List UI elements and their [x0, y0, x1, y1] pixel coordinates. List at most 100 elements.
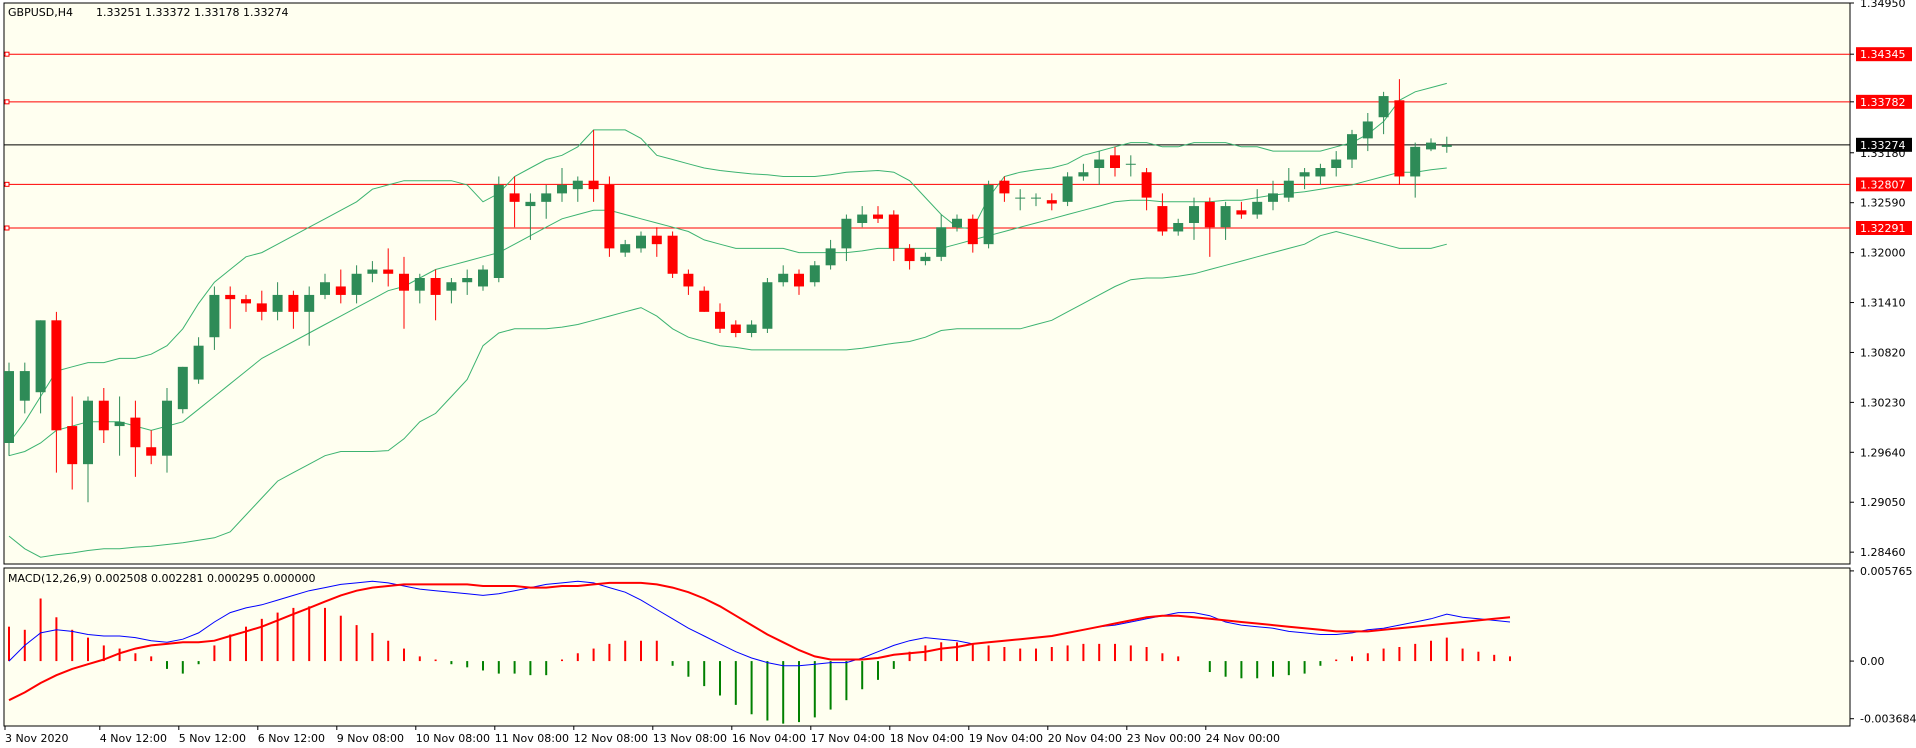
candle [588, 129, 599, 202]
candle-body [1394, 100, 1405, 177]
candle-body [304, 294, 315, 312]
candle [920, 252, 931, 266]
candle [1015, 189, 1026, 211]
candle [509, 176, 520, 228]
candle [1236, 201, 1247, 219]
time-tick-label: 5 Nov 12:00 [179, 732, 246, 745]
level-tag [1856, 94, 1912, 109]
candle [430, 269, 441, 321]
candle-body [383, 269, 394, 274]
candle-body [256, 303, 267, 312]
level-anchor [4, 99, 10, 105]
candle [1362, 113, 1373, 152]
candle-body [1078, 172, 1089, 177]
candle [1094, 151, 1105, 185]
candle [1125, 155, 1136, 177]
candle [1441, 136, 1452, 153]
candle [304, 286, 315, 346]
candle [383, 248, 394, 287]
signal-line [8, 581, 1511, 702]
candle [557, 168, 567, 202]
candle [146, 430, 157, 465]
macd-pane [3, 567, 1851, 727]
level-label: 1.32807 [1860, 178, 1906, 191]
candle-body [825, 248, 836, 266]
candle [209, 286, 220, 350]
candle-body [1410, 146, 1421, 177]
macd-line [8, 580, 1511, 667]
candle-body [525, 201, 536, 207]
candle-body [999, 180, 1010, 194]
time-axis: 3 Nov 2020 4 Nov 12:00 5 Nov 12:00 6 Nov 12… [4, 726, 1280, 745]
candle-body [1204, 201, 1215, 228]
price-tick-label: 1.29050 [1860, 496, 1906, 509]
candle-body [604, 184, 615, 249]
candle [730, 320, 741, 338]
bollinger-lower [8, 230, 1447, 558]
candle [367, 261, 378, 283]
candle-body [841, 218, 852, 249]
candle [873, 206, 883, 223]
time-tick-label: 20 Nov 04:00 [1048, 732, 1122, 745]
candle [335, 269, 346, 304]
candle [667, 231, 678, 278]
candle-body [209, 294, 220, 338]
candle [1252, 189, 1263, 219]
candle [478, 265, 488, 291]
candle-body [241, 299, 251, 304]
candle-body [1173, 223, 1184, 232]
candle-body [1189, 206, 1199, 223]
time-tick-label: 16 Nov 04:00 [732, 732, 806, 745]
candle [888, 210, 899, 262]
candle-body [162, 400, 172, 456]
candle-body [1157, 206, 1168, 232]
candle-body [351, 273, 362, 295]
candle [1062, 172, 1073, 207]
bollinger-middle [8, 167, 1447, 457]
time-tick-label: 23 Nov 00:00 [1127, 732, 1201, 745]
candle-body [4, 371, 14, 443]
candle [1031, 193, 1041, 207]
candle [683, 269, 694, 295]
candle-body [1362, 121, 1373, 139]
candle [288, 290, 299, 329]
macd-axis: 0.005765 0.00 -0.003684 [1850, 565, 1916, 726]
price-tick-label: 1.28460 [1860, 546, 1906, 559]
candle-body [920, 256, 931, 262]
candle [1189, 197, 1199, 240]
price-tick-label: 1.31410 [1860, 297, 1906, 310]
candle [114, 396, 125, 456]
current-price-tag [1856, 137, 1912, 152]
time-tick-label: 12 Nov 08:00 [574, 732, 648, 745]
candle-body [762, 282, 773, 329]
level-anchor [4, 51, 10, 57]
candle [1410, 142, 1421, 198]
candle-body [667, 235, 678, 274]
candle [83, 396, 93, 503]
time-tick-label: 10 Nov 08:00 [416, 732, 490, 745]
candle-body [557, 184, 567, 194]
candle-body [620, 244, 631, 253]
level-label: 1.32291 [1860, 222, 1906, 235]
candle [1394, 79, 1405, 185]
candle [1347, 129, 1357, 168]
candle-body [1347, 134, 1357, 160]
candle [541, 184, 552, 219]
candle-body [888, 214, 899, 249]
candle-body [730, 324, 741, 333]
candle-body [636, 235, 646, 249]
candle [193, 337, 204, 384]
candle [225, 286, 236, 329]
candle-body [936, 227, 947, 257]
candle-body [1426, 142, 1436, 150]
candle [651, 227, 662, 257]
candle-body [146, 447, 157, 456]
candle-body [399, 273, 409, 291]
main-pane [3, 2, 1851, 565]
time-tick-label: 18 Nov 04:00 [890, 732, 964, 745]
bollinger-bands [8, 82, 1447, 558]
candle [4, 362, 14, 456]
candle [272, 282, 283, 321]
candle-body [35, 320, 46, 393]
